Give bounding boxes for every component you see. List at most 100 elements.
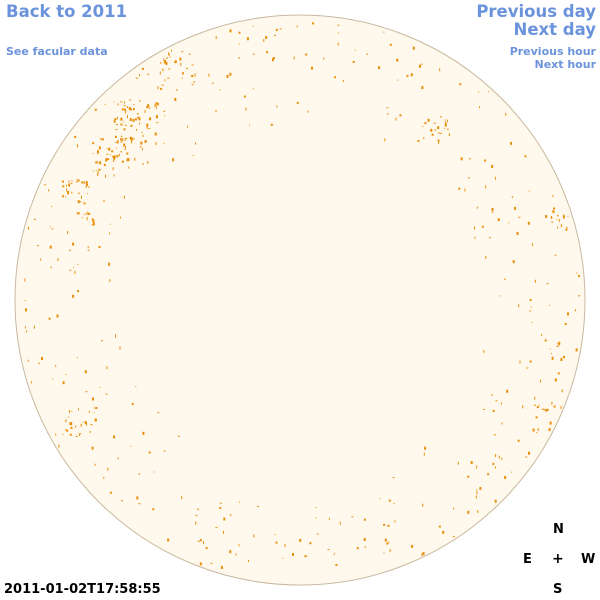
- facula-mark: [95, 407, 98, 409]
- facula-mark: [135, 128, 137, 131]
- facula-mark: [125, 138, 128, 139]
- facula-mark: [337, 42, 339, 46]
- facula-mark: [335, 564, 338, 566]
- facula-mark: [174, 98, 177, 101]
- facula-mark: [246, 37, 249, 41]
- facula-mark: [532, 428, 535, 432]
- facula-mark: [105, 393, 108, 395]
- facula-mark: [120, 139, 122, 143]
- previous-hour-link[interactable]: Previous hour: [509, 45, 596, 58]
- facula-mark: [124, 138, 126, 142]
- facula-mark: [488, 91, 490, 93]
- facula-mark: [69, 433, 72, 436]
- facula-mark: [109, 491, 112, 494]
- facula-mark: [494, 176, 496, 180]
- facula-mark: [199, 562, 202, 566]
- see-facular-data-link[interactable]: See facular data: [6, 45, 108, 58]
- facula-mark: [505, 112, 507, 116]
- facula-mark: [406, 74, 409, 77]
- facula-mark: [128, 166, 130, 169]
- facula-mark: [113, 101, 115, 103]
- facula-mark: [127, 115, 128, 119]
- facula-mark: [147, 104, 150, 108]
- facula-mark: [87, 193, 89, 194]
- facula-mark: [24, 300, 26, 302]
- facula-mark: [488, 237, 491, 239]
- facula-mark: [115, 334, 116, 338]
- facula-mark: [562, 215, 565, 219]
- facula-mark: [136, 113, 139, 115]
- facula-mark: [97, 150, 99, 154]
- facula-mark: [467, 510, 470, 514]
- facula-mark: [437, 139, 440, 142]
- facula-mark: [483, 349, 485, 353]
- facula-mark: [536, 406, 539, 409]
- solar-disk: [14, 14, 586, 586]
- facula-mark: [215, 36, 217, 39]
- facula-mark: [554, 378, 557, 382]
- facula-mark: [378, 66, 381, 70]
- facula-mark: [129, 99, 132, 101]
- facula-mark: [510, 141, 513, 145]
- facula-mark: [76, 357, 78, 358]
- previous-day-link[interactable]: Previous day: [476, 2, 596, 21]
- facula-mark: [24, 278, 26, 282]
- facula-mark: [558, 218, 560, 222]
- facula-mark: [92, 222, 95, 226]
- facula-mark: [126, 106, 128, 109]
- facula-mark: [315, 507, 317, 508]
- facula-mark: [388, 499, 391, 502]
- facula-mark: [154, 132, 157, 136]
- facula-mark: [529, 299, 532, 302]
- facula-mark: [65, 374, 67, 376]
- facula-mark: [238, 56, 240, 59]
- facula-mark: [124, 124, 127, 126]
- facula-mark: [92, 219, 95, 223]
- facula-mark: [130, 137, 133, 139]
- facula-mark: [44, 184, 47, 186]
- facula-mark: [491, 164, 494, 168]
- facula-mark: [422, 503, 424, 507]
- facula-mark: [249, 124, 250, 126]
- next-hour-link[interactable]: Next hour: [534, 58, 597, 71]
- facula-mark: [495, 400, 498, 402]
- facula-mark: [452, 536, 455, 538]
- facula-mark: [460, 157, 463, 161]
- facula-mark: [276, 105, 278, 108]
- facula-mark: [519, 360, 521, 364]
- facula-mark: [389, 549, 391, 553]
- facula-mark: [551, 356, 554, 360]
- facula-mark: [334, 76, 337, 79]
- facula-mark: [388, 541, 390, 544]
- facula-mark: [87, 211, 89, 215]
- facula-mark: [567, 215, 569, 217]
- facula-mark: [484, 159, 487, 162]
- facula-mark: [121, 108, 124, 111]
- facula-mark: [77, 144, 78, 148]
- next-day-link[interactable]: Next day: [513, 20, 596, 39]
- facula-mark: [531, 322, 533, 323]
- facula-mark: [563, 214, 565, 217]
- facula-mark: [238, 31, 241, 34]
- facula-mark: [575, 348, 578, 352]
- facula-mark: [181, 77, 183, 79]
- facula-mark: [311, 66, 313, 70]
- compass-south-label: S: [553, 582, 563, 597]
- facula-mark: [553, 405, 556, 408]
- facula-mark: [101, 138, 104, 141]
- facula-mark: [438, 140, 440, 144]
- facula-mark: [194, 73, 196, 77]
- back-to-year-link[interactable]: Back to 2011: [6, 2, 128, 21]
- facula-mark: [95, 418, 97, 421]
- facula-mark: [211, 82, 214, 84]
- facula-mark: [284, 544, 286, 547]
- facula-mark: [156, 116, 158, 119]
- facula-mark: [394, 520, 396, 523]
- facula-mark: [395, 117, 397, 121]
- facula-mark: [129, 107, 131, 111]
- facula-mark: [113, 159, 115, 163]
- facula-mark: [115, 141, 116, 143]
- facula-mark: [553, 207, 556, 210]
- facula-mark: [565, 227, 568, 229]
- facula-mark: [550, 352, 552, 354]
